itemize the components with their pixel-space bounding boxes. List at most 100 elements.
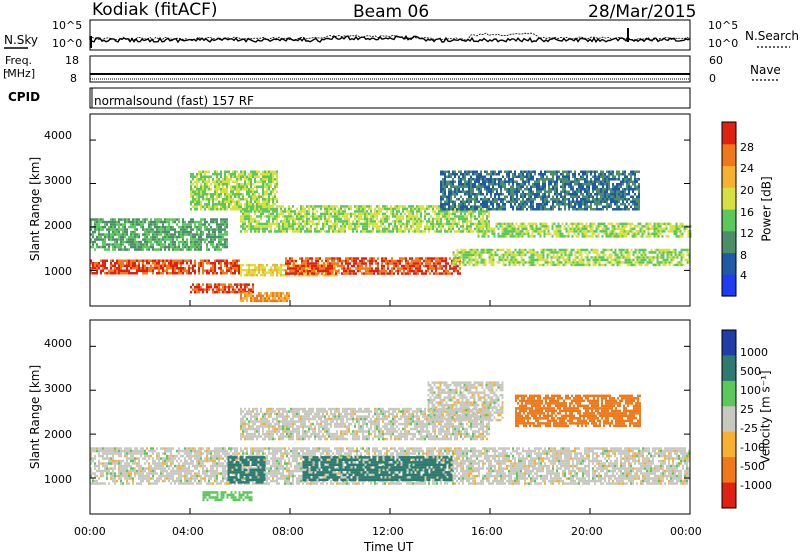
power-cell xyxy=(548,170,550,173)
power-cell xyxy=(174,272,176,275)
power-cell xyxy=(178,267,180,270)
power-cell xyxy=(638,256,641,259)
power-cell xyxy=(260,195,262,198)
power-cell xyxy=(520,183,522,186)
power-cell xyxy=(232,208,234,211)
power-cell xyxy=(470,248,473,252)
power-cell xyxy=(194,200,196,203)
power-cell xyxy=(446,217,448,221)
power-cell xyxy=(532,178,534,181)
power-cell xyxy=(128,225,130,229)
power-cell xyxy=(516,258,519,262)
power-cell xyxy=(553,232,556,236)
power-cell xyxy=(498,198,500,201)
power-cell xyxy=(186,230,188,234)
power-cell xyxy=(510,170,512,173)
power-cell xyxy=(530,263,533,267)
power-cell xyxy=(244,227,246,231)
power-cell xyxy=(512,193,514,196)
power-cell xyxy=(626,251,629,254)
power-cell xyxy=(397,272,399,275)
power-cell xyxy=(148,233,150,236)
power-cell xyxy=(424,212,426,216)
power-cell xyxy=(484,203,486,206)
power-cell xyxy=(458,170,460,173)
power-cell xyxy=(466,253,469,257)
power-cell xyxy=(198,238,200,241)
power-cell xyxy=(570,253,573,257)
power-cell xyxy=(202,230,204,234)
power-cell xyxy=(192,267,194,270)
power-cell xyxy=(238,188,240,191)
power-cell xyxy=(502,208,504,211)
power-cell xyxy=(647,225,650,228)
power-cell xyxy=(130,220,132,224)
power-cell xyxy=(586,248,589,252)
power-cell xyxy=(510,185,512,188)
power-cell xyxy=(550,208,552,211)
power-cell xyxy=(120,272,122,275)
power-cell xyxy=(100,233,102,236)
power-cell xyxy=(210,195,212,198)
power-cell xyxy=(430,225,432,228)
power-cell xyxy=(224,245,226,249)
power-cell xyxy=(468,251,471,254)
power-cell xyxy=(166,225,168,229)
power-cell xyxy=(188,269,190,272)
power-cell xyxy=(486,203,488,206)
power-cell xyxy=(110,225,112,229)
power-cell xyxy=(276,220,278,223)
power-cell xyxy=(136,228,138,231)
power-cell xyxy=(429,272,431,275)
power-cell xyxy=(478,205,480,208)
power-cell xyxy=(301,264,303,268)
power-cell xyxy=(240,271,242,274)
power-cell xyxy=(154,235,156,239)
power-cell xyxy=(600,263,603,267)
power-cell xyxy=(124,264,126,267)
power-cell xyxy=(198,225,200,229)
power-cell xyxy=(675,225,678,228)
power-cell xyxy=(440,205,442,208)
power-cell xyxy=(334,212,336,216)
power-cell xyxy=(413,272,415,275)
power-cell xyxy=(134,230,136,234)
power-cell xyxy=(144,235,146,239)
power-cell xyxy=(660,256,663,259)
power-cell xyxy=(358,222,360,226)
power-cell xyxy=(256,210,258,213)
power-cell xyxy=(222,190,224,193)
power-cell xyxy=(114,264,116,267)
power-cell xyxy=(445,264,447,268)
power-cell xyxy=(400,227,402,231)
power-cell xyxy=(576,251,579,254)
power-cell xyxy=(662,263,665,267)
power-cell xyxy=(324,230,326,233)
power-cell xyxy=(532,261,535,264)
power-cell xyxy=(112,225,114,229)
power-cell xyxy=(409,267,411,270)
power-cell xyxy=(414,230,416,233)
power-cell xyxy=(548,183,550,186)
power-cell xyxy=(214,259,216,262)
power-cell xyxy=(450,180,452,183)
power-cell xyxy=(383,272,385,275)
power-cell xyxy=(122,269,124,272)
power-cell xyxy=(268,178,270,181)
power-cell xyxy=(528,248,531,252)
power-cell xyxy=(349,267,351,270)
power-cell xyxy=(372,222,374,226)
power-cell xyxy=(602,253,605,257)
power-cell xyxy=(102,259,104,262)
power-cell xyxy=(256,170,258,173)
power-cell xyxy=(446,170,448,173)
power-cell xyxy=(480,205,482,208)
power-cell xyxy=(274,193,276,196)
power-cell xyxy=(264,190,266,193)
power-cell xyxy=(472,190,474,193)
power-cell xyxy=(112,223,114,226)
power-cell xyxy=(638,261,641,264)
power-cell xyxy=(649,227,652,231)
power-cell xyxy=(456,258,459,262)
power-cell xyxy=(488,208,490,211)
